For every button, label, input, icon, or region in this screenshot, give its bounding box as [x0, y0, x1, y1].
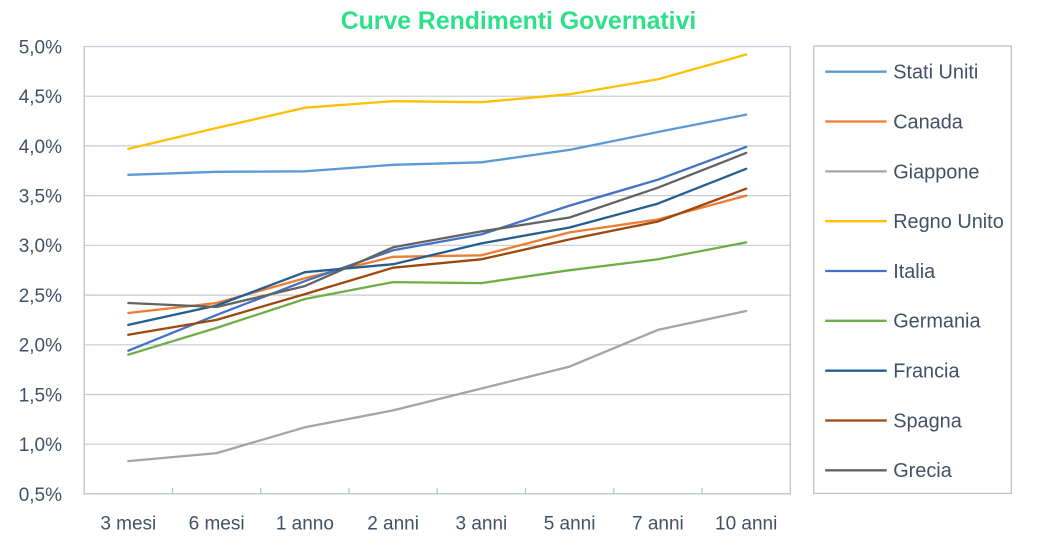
svg-text:Curve Rendimenti Governativi: Curve Rendimenti Governativi [341, 8, 697, 35]
svg-text:Francia: Francia [893, 361, 960, 383]
svg-text:Spagna: Spagna [893, 410, 963, 432]
svg-text:Giappone: Giappone [893, 161, 979, 183]
svg-text:Stati Uniti: Stati Uniti [893, 62, 978, 84]
svg-text:2,0%: 2,0% [19, 336, 62, 357]
svg-text:2,5%: 2,5% [19, 286, 62, 307]
svg-text:Regno Unito: Regno Unito [893, 211, 1004, 233]
svg-text:2 anni: 2 anni [367, 514, 419, 535]
svg-text:Grecia: Grecia [893, 460, 953, 482]
svg-text:6 mesi: 6 mesi [189, 514, 245, 535]
svg-text:1 anno: 1 anno [276, 514, 334, 535]
svg-text:10 anni: 10 anni [715, 514, 777, 535]
svg-text:7 anni: 7 anni [632, 514, 684, 535]
svg-text:3,5%: 3,5% [19, 187, 62, 208]
svg-text:Canada: Canada [893, 111, 964, 133]
svg-text:Italia: Italia [893, 261, 936, 283]
svg-text:3 anni: 3 anni [456, 514, 508, 535]
svg-text:1,5%: 1,5% [19, 385, 62, 406]
svg-text:Germania: Germania [893, 311, 981, 333]
svg-text:5 anni: 5 anni [544, 514, 596, 535]
svg-text:0,5%: 0,5% [19, 485, 62, 506]
svg-text:1,0%: 1,0% [19, 435, 62, 456]
svg-text:3 mesi: 3 mesi [100, 514, 156, 535]
svg-text:5,0%: 5,0% [19, 37, 62, 58]
svg-text:4,5%: 4,5% [19, 87, 62, 108]
svg-text:3,0%: 3,0% [19, 236, 62, 257]
svg-text:4,0%: 4,0% [19, 137, 62, 158]
